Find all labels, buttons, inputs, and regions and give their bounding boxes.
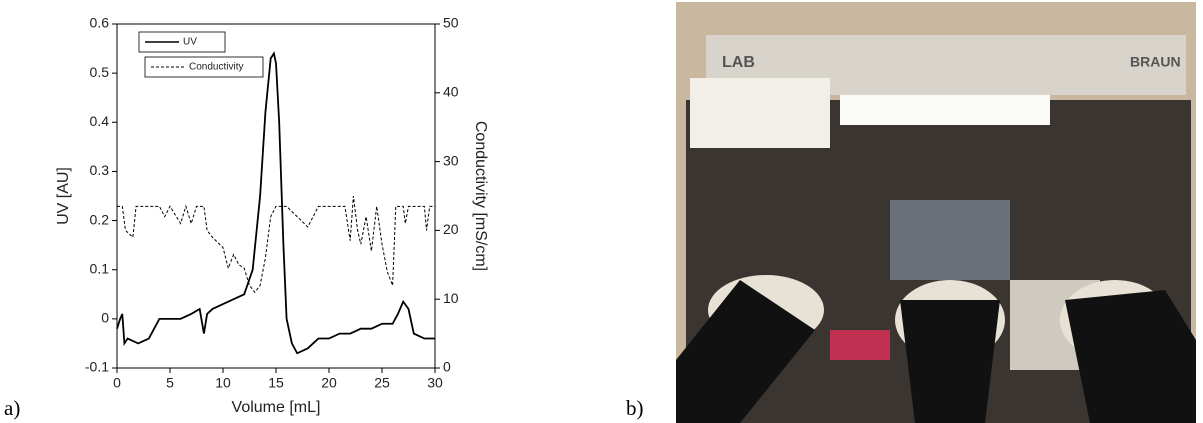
legend-box [138, 31, 226, 53]
legend-box [144, 56, 264, 78]
y-tick-label: 0.2 [90, 211, 110, 227]
x-tick-label: 10 [215, 375, 231, 391]
panel-label: b) [626, 396, 644, 420]
y-axis-label: UV [AU] [55, 167, 72, 225]
photo-text: LAB [722, 54, 755, 71]
equipment [890, 200, 1010, 280]
y-tick-label: 0.5 [90, 64, 110, 80]
y2-tick-label: 30 [443, 152, 459, 168]
y-tick-label: 0.1 [90, 260, 110, 276]
x-tick-label: 20 [321, 375, 337, 391]
y-tick-label: -0.1 [85, 359, 109, 375]
glove [900, 300, 1000, 423]
lamp [840, 95, 1050, 125]
y2-tick-label: 20 [443, 221, 459, 237]
glove [676, 280, 815, 423]
photo-text: BRAUN [1130, 54, 1181, 70]
x-tick-label: 0 [113, 375, 121, 391]
glove [1065, 290, 1196, 423]
y-tick-label: 0.6 [90, 15, 110, 31]
data-line [116, 51, 435, 355]
x-tick-label: 25 [374, 375, 390, 391]
y2-tick-label: 40 [443, 84, 459, 100]
data-line [117, 195, 435, 294]
y2-tick-label: 50 [443, 15, 459, 31]
x-tick-label: 30 [427, 375, 443, 391]
legend-label: Conductivity [189, 62, 243, 73]
y-tick-label: 0.4 [90, 113, 110, 129]
x-tick-label: 15 [268, 375, 284, 391]
x-axis-label: Volume [mL] [232, 399, 321, 416]
x-tick-label: 5 [166, 375, 174, 391]
y-tick-label: 0 [101, 310, 109, 326]
panel-label: a) [4, 396, 20, 420]
paper-note [690, 78, 830, 148]
y2-axis-label: Conductivity [mS/cm] [472, 121, 489, 271]
y2-tick-label: 0 [443, 359, 451, 375]
legend-label: UV [183, 37, 197, 48]
y-tick-label: 0.3 [90, 162, 110, 178]
photo: LAB BRAUN [676, 2, 1196, 423]
rack [830, 330, 890, 360]
y2-tick-label: 10 [443, 290, 459, 306]
